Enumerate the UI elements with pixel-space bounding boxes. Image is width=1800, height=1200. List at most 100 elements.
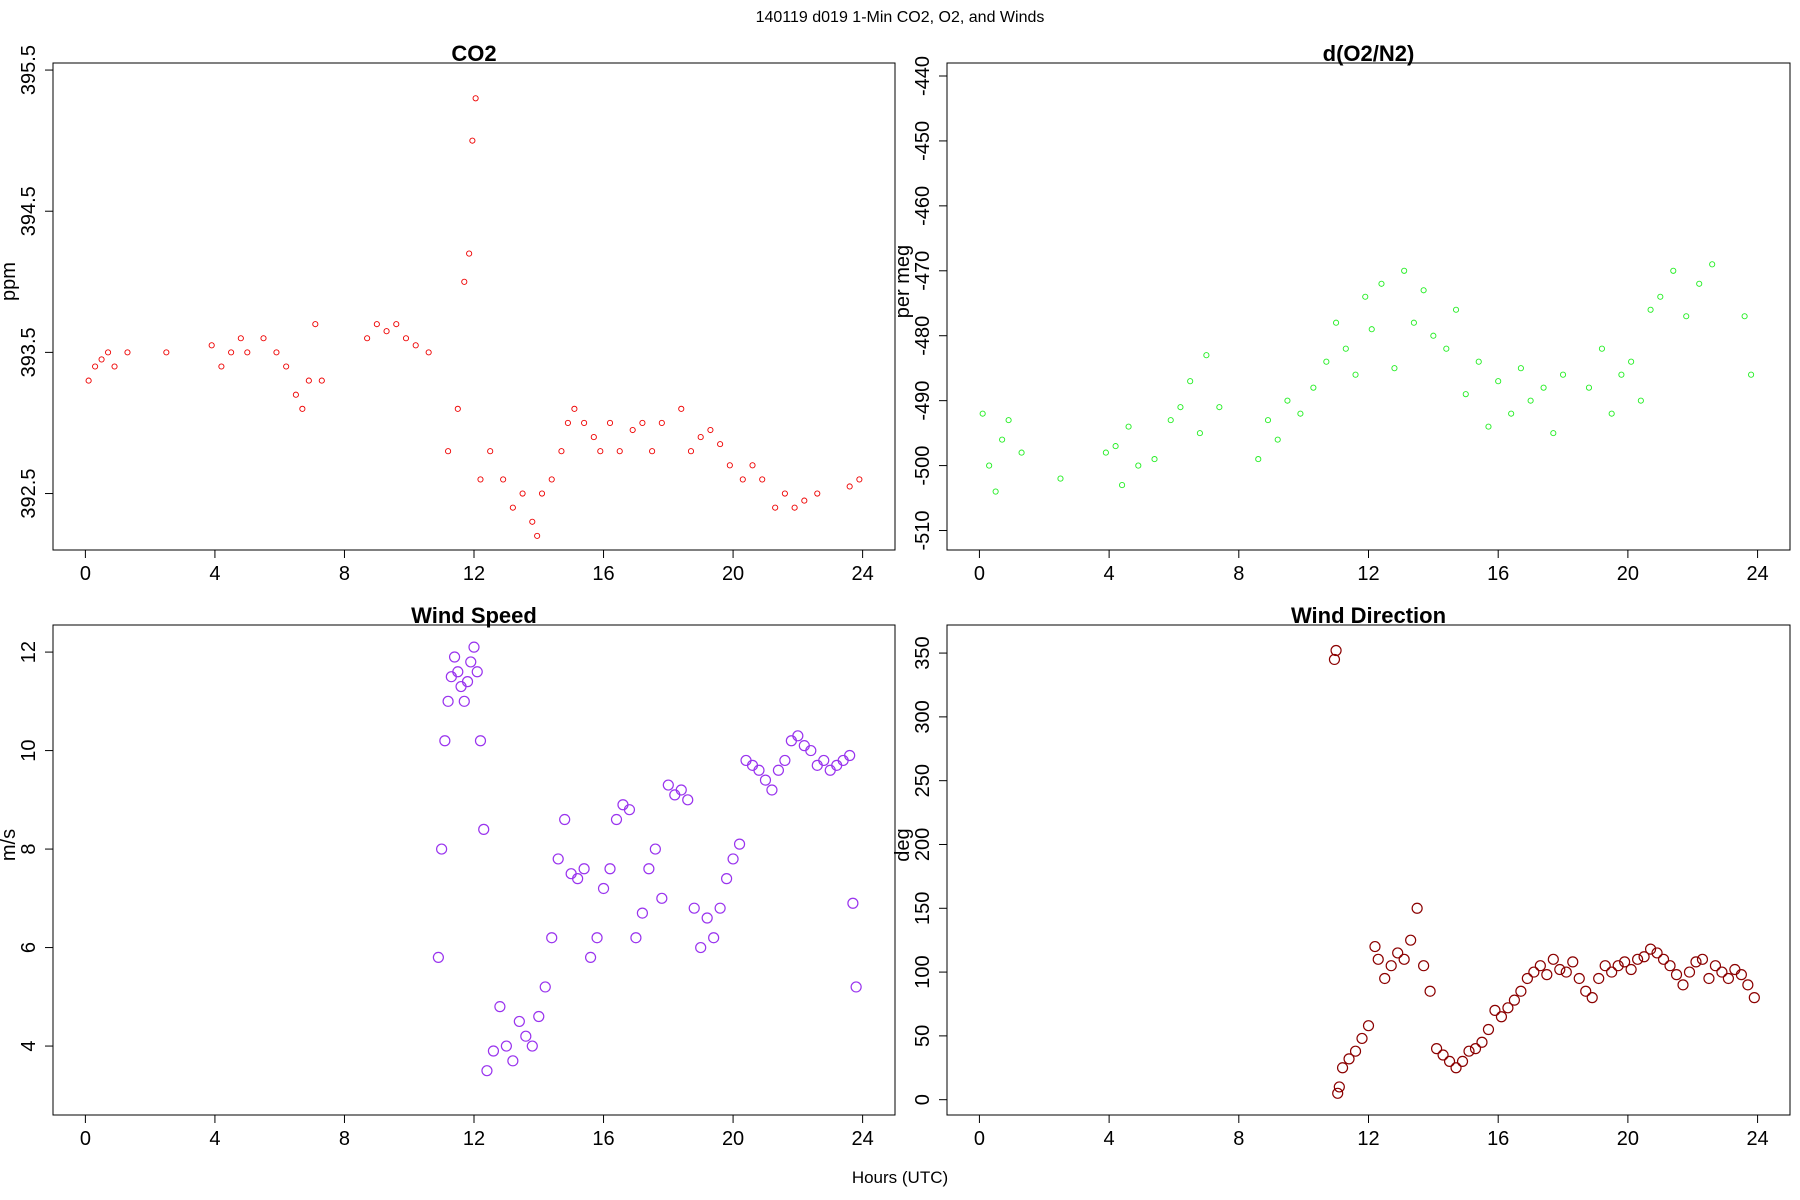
data-point [1401, 267, 1408, 274]
data-point [546, 932, 558, 944]
data-point [623, 804, 636, 816]
data-point [1677, 979, 1689, 991]
data-point [1644, 943, 1657, 955]
data-point [1398, 953, 1410, 965]
data-point [572, 873, 584, 885]
data-point [801, 497, 808, 504]
data-point [458, 695, 470, 707]
plot-frame [946, 624, 1791, 1116]
data-point [1443, 345, 1450, 352]
data-point [717, 441, 724, 448]
y-tick-label: -500 [912, 446, 934, 486]
data-point [759, 774, 772, 786]
y-tick-label: 4 [18, 1040, 40, 1051]
data-point [273, 349, 280, 356]
data-point [1018, 449, 1025, 456]
data-point [781, 490, 788, 497]
panel-title: Wind Speed [411, 603, 537, 628]
data-point [986, 462, 993, 469]
data-point [824, 764, 836, 776]
x-tick-label: 20 [1617, 1128, 1639, 1150]
data-point [1502, 1002, 1514, 1014]
data-point [1606, 966, 1618, 978]
x-tick-label: 20 [722, 1128, 744, 1150]
data-point [402, 335, 410, 342]
data-point [591, 932, 603, 944]
data-point [1748, 992, 1760, 1004]
data-point [1612, 960, 1624, 972]
data-point [218, 363, 225, 370]
data-point [1343, 1053, 1355, 1065]
y-axis-label: deg [892, 828, 914, 861]
data-point [1482, 1023, 1495, 1036]
x-tick-label: 16 [592, 563, 614, 585]
data-point [292, 391, 299, 398]
data-point [305, 377, 312, 384]
y-tick-label: -460 [912, 186, 934, 226]
data-point [578, 863, 590, 875]
data-point [610, 813, 623, 826]
data-point [1332, 1087, 1344, 1099]
data-point [260, 335, 267, 342]
data-point [500, 476, 507, 483]
data-point [979, 410, 986, 417]
panel-title: Wind Direction [1291, 603, 1446, 628]
data-point [92, 363, 99, 370]
data-point [552, 853, 564, 865]
data-point [163, 349, 170, 356]
x-tick-label: 4 [209, 1128, 220, 1150]
data-point [1632, 953, 1644, 965]
data-point [1057, 475, 1064, 482]
data-point [539, 981, 551, 993]
data-point [1310, 384, 1317, 391]
data-point [708, 932, 720, 944]
data-point [1203, 352, 1210, 359]
data-point [1683, 313, 1690, 320]
data-point [590, 434, 597, 441]
data-point [1670, 267, 1677, 274]
data-point [533, 1010, 545, 1023]
y-tick-label: 393.5 [18, 327, 40, 377]
data-point [478, 823, 490, 835]
data-point [1437, 1049, 1449, 1061]
data-point [1541, 969, 1553, 981]
data-point [364, 335, 371, 342]
data-point [1328, 653, 1341, 666]
data-point [1690, 956, 1702, 968]
data-point [1735, 969, 1747, 981]
data-point [707, 426, 714, 434]
data-point [1521, 972, 1533, 985]
data-point [1333, 1081, 1345, 1093]
data-point [831, 759, 843, 771]
data-point [1540, 384, 1547, 391]
data-point [472, 95, 479, 102]
data-point [571, 405, 578, 412]
data-point [1573, 972, 1585, 985]
data-point [1625, 963, 1637, 976]
data-point [1151, 456, 1158, 463]
x-tick-label: 24 [851, 1128, 873, 1150]
data-point [688, 902, 700, 914]
data-point [1709, 960, 1722, 972]
data-point [682, 794, 694, 806]
data-point [565, 868, 577, 880]
data-point [639, 419, 646, 427]
data-point [1333, 319, 1340, 326]
data-point [481, 1065, 493, 1077]
data-point [529, 518, 536, 525]
data-point [1696, 280, 1703, 287]
panel-winddir: Wind Direction deg 0 4 8 12 16 20 24 0 50 100 150 200… [892, 603, 1791, 1150]
data-point [746, 759, 759, 771]
y-axis-label: per meg [892, 245, 914, 318]
data-point [999, 436, 1006, 443]
data-point [509, 504, 516, 511]
data-point [1742, 979, 1754, 991]
x-tick-label: 8 [1233, 1128, 1244, 1150]
data-point [1005, 417, 1012, 424]
data-point [1485, 423, 1492, 430]
data-point [1618, 371, 1625, 378]
data-point [1696, 953, 1709, 965]
data-point [1580, 985, 1592, 997]
x-tick-label: 0 [80, 563, 91, 585]
data-point [1550, 430, 1557, 437]
